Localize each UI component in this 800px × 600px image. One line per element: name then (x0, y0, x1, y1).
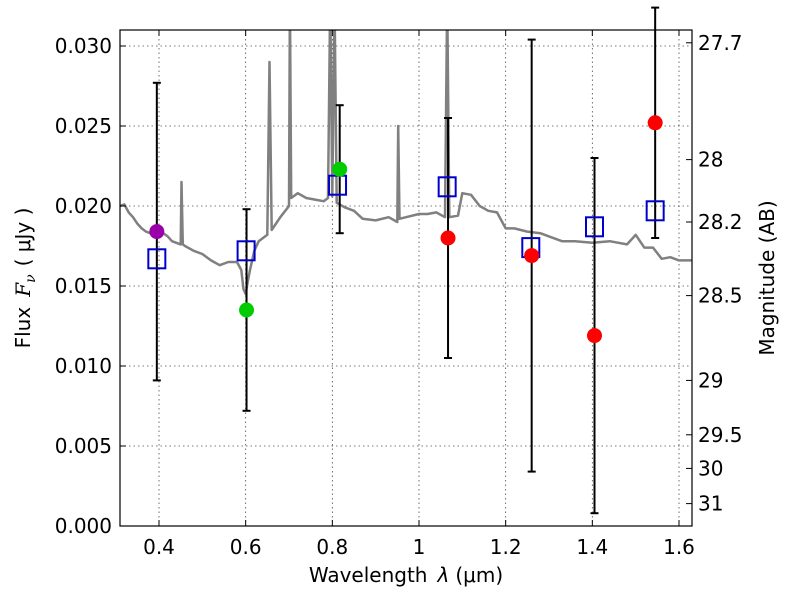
y-axis-title: Flux Fν ( μJy ) (11, 208, 39, 349)
y-tick-label: 0.000 (55, 514, 112, 538)
model-square-marker (147, 248, 167, 270)
y2-tick-label: 28 (698, 148, 723, 172)
observed-point (332, 161, 348, 177)
x-axis-unit: (μm) (455, 563, 503, 587)
grid-lines (120, 30, 692, 527)
y-tick-label: 0.025 (55, 114, 112, 138)
y-axis-symbol: F (11, 282, 35, 298)
observed-point (587, 328, 602, 344)
x-tick-label: 1.6 (663, 535, 695, 559)
x-axis-symbol: λ (437, 563, 450, 587)
plot-frame (119, 29, 693, 527)
model-square-marker (437, 176, 457, 198)
observed-point (647, 115, 663, 131)
y-tick-label: 0.020 (55, 194, 112, 218)
observed-point (149, 224, 165, 240)
spectrum-line (120, 30, 692, 296)
observed-point (440, 230, 456, 246)
model-square-marker (645, 200, 665, 222)
y-tick-label: 0.005 (55, 434, 112, 458)
observed-point (239, 302, 255, 318)
y2-tick-label: 28.2 (698, 210, 743, 234)
x-axis-label: Wavelength (309, 563, 428, 587)
model-square-marker (585, 216, 604, 238)
y2-tick-label: 28.5 (698, 284, 743, 308)
x-tick-label: 0.8 (316, 535, 348, 559)
y2-tick-label: 29 (698, 368, 723, 392)
y-tick-label: 0.030 (55, 34, 112, 58)
y2-axis-label: Magnitude (AB) (755, 200, 779, 355)
x-tick-label: 1 (413, 535, 426, 559)
y-tick-label: 0.015 (55, 274, 112, 298)
y2-tick-label: 29.5 (698, 423, 743, 447)
y-axis-label: Flux (11, 307, 35, 349)
x-tick-label: 1.4 (576, 535, 608, 559)
axis-ticks: 0.4 0.6 0.8 1 1.2 1.4 1.6 0.000 0.005 0.010 0.015 0… (55, 30, 743, 559)
data-markers (147, 115, 665, 344)
plot-series (120, 30, 692, 296)
x-tick-label: 1.2 (490, 535, 522, 559)
x-tick-label: 0.4 (143, 535, 175, 559)
y-axis-unit: ( μJy ) (11, 208, 35, 267)
y2-tick-label: 27.7 (698, 31, 743, 55)
model-square-marker (236, 240, 256, 262)
error-bars (152, 6, 660, 515)
x-tick-label: 0.6 (230, 535, 262, 559)
y-tick-label: 0.010 (55, 354, 112, 378)
observed-point (524, 248, 540, 264)
y-axis-subscript: ν (23, 274, 39, 283)
y2-tick-label: 31 (698, 492, 723, 516)
y2-tick-label: 30 (698, 456, 723, 480)
x-axis-title: Wavelength λ (μm) (309, 563, 503, 587)
